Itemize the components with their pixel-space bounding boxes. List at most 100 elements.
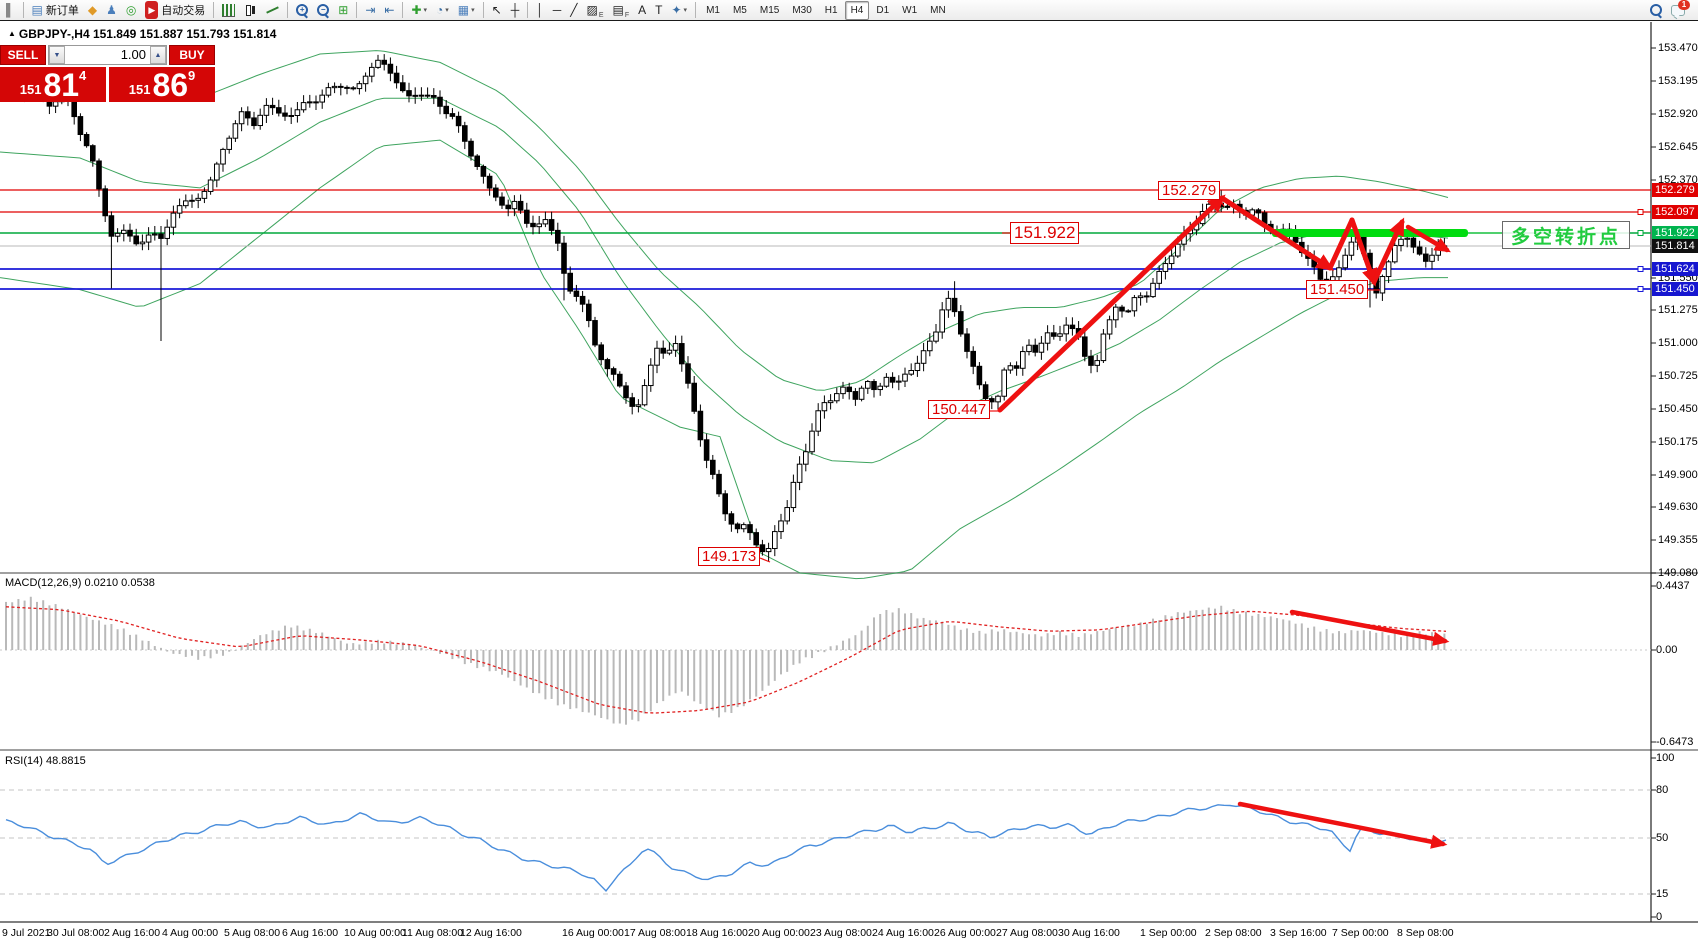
search-icon[interactable] — [1646, 0, 1666, 20]
price-axis-tick: 152.645 — [1658, 141, 1698, 153]
fibonacci-button[interactable]: ▤ F — [612, 3, 630, 19]
time-axis-label: 10 Aug 00:00 — [344, 927, 406, 939]
trend-zigzag-arrow — [1219, 195, 1335, 271]
price-axis-tick: 149.900 — [1658, 469, 1698, 481]
market-watch-icon[interactable]: ◆ — [87, 3, 98, 17]
toolbar-separator — [695, 2, 697, 18]
crosshair-button[interactable]: ┼ — [510, 3, 520, 17]
timeframe-m30-button[interactable]: M30 — [792, 4, 812, 16]
text-label-button[interactable]: T — [655, 3, 663, 17]
time-axis-label: 1 Sep 00:00 — [1140, 927, 1197, 939]
notifications-icon[interactable]: 1 — [1667, 0, 1690, 20]
timeframe-m5-button[interactable]: M5 — [732, 4, 747, 16]
auto-trading-button[interactable]: ▶ 自动交易 — [141, 0, 209, 20]
bollinger-lower — [0, 139, 1448, 580]
time-axis-label: 30 Jul 08:00 — [47, 927, 105, 939]
timeframe-mn-button[interactable]: MN — [930, 4, 946, 16]
annotation-price-label-152.279[interactable]: 152.279 — [1158, 181, 1221, 201]
chart-title: ▲ GBPJPY-,H4 151.849 151.887 151.793 151.… — [8, 27, 277, 41]
line-chart-button[interactable] — [262, 0, 283, 20]
time-axis-label: 16 Aug 00:00 — [562, 927, 624, 939]
timeframe-d1-button[interactable]: D1 — [876, 4, 890, 16]
time-axis-label: 3 Sep 16:00 — [1270, 927, 1327, 939]
accounts-icon[interactable]: ♟ — [106, 3, 117, 17]
signals-icon[interactable]: ◎ — [125, 3, 137, 17]
text-button[interactable]: A — [638, 3, 647, 17]
macd-trend-arrow — [1289, 609, 1450, 646]
time-axis-label: 30 Aug 16:00 — [1058, 927, 1120, 939]
bar-chart-button[interactable] — [218, 0, 239, 20]
trend-zigzag-arrow — [1327, 217, 1355, 271]
volume-input[interactable]: 1.00 — [120, 47, 146, 62]
sell-price[interactable]: 151 81 4 — [0, 67, 106, 102]
volume-decrease-button[interactable]: ▼ — [49, 46, 65, 64]
rsi-label: RSI(14) 48.8815 — [5, 755, 86, 767]
price-axis-tick: 153.195 — [1658, 75, 1698, 87]
time-axis-label: 5 Aug 08:00 — [224, 927, 281, 939]
zoom-in-button[interactable]: + — [292, 0, 312, 20]
timeframe-h4-button[interactable]: H4 — [844, 0, 870, 20]
time-axis-label: 24 Aug 16:00 — [872, 927, 934, 939]
price-axis-tick: 149.355 — [1658, 534, 1698, 546]
time-axis-label: 12 Aug 16:00 — [460, 927, 522, 939]
add-indicator-button[interactable]: ✚ ▾ — [411, 3, 428, 17]
price-tag-151.624: 151.624 — [1652, 262, 1698, 276]
candlestick-chart-button[interactable] — [240, 0, 261, 20]
volume-stepper: ▼ 1.00 ▲ — [48, 45, 167, 65]
one-click-trading-panel: SELL ▼ 1.00 ▲ BUY 151 81 4 151 86 9 — [0, 45, 215, 102]
timeframe-m1-button[interactable]: M1 — [706, 4, 720, 16]
chart-shift-button[interactable]: ⇤ — [384, 3, 395, 17]
time-axis-label: 11 Aug 08:00 — [402, 927, 464, 939]
sell-button[interactable]: SELL — [0, 45, 46, 65]
channel-button[interactable]: ▨ E — [586, 3, 604, 19]
vertical-line-button[interactable]: │ — [536, 3, 544, 17]
toolbar-separator — [22, 2, 24, 18]
small-forecast-arrow — [1405, 224, 1451, 253]
rsi-scale-tick: 80 — [1656, 784, 1669, 796]
time-axis-label: 6 Aug 16:00 — [282, 927, 339, 939]
auto-scroll-button[interactable]: ⇥ — [365, 3, 376, 17]
buy-button[interactable]: BUY — [169, 45, 215, 65]
templates-button[interactable]: ▦ ▾ — [457, 3, 475, 17]
shapes-button[interactable]: ✦ ▾ — [671, 3, 688, 17]
macd-scale-tick: 0.4437 — [1656, 580, 1690, 592]
timeframe-h1-button[interactable]: H1 — [824, 4, 838, 16]
timeframe-w1-button[interactable]: W1 — [902, 4, 918, 16]
buy-price-pip: 9 — [188, 68, 196, 83]
zoom-out-button[interactable]: − — [313, 0, 333, 20]
price-axis-tick: 150.175 — [1658, 436, 1698, 448]
new-order-button[interactable]: ▤ 新订单 — [31, 3, 79, 17]
tile-windows-button[interactable]: ⊞ — [338, 3, 349, 17]
time-axis-label: 23 Aug 08:00 — [810, 927, 872, 939]
time-axis-label: 26 Aug 00:00 — [934, 927, 996, 939]
volume-increase-button[interactable]: ▲ — [150, 46, 166, 64]
buy-price-base: 151 — [128, 82, 151, 97]
price-tag-152.279: 152.279 — [1652, 183, 1698, 197]
horizontal-line-button[interactable]: ─ — [552, 3, 562, 17]
annotation-price-label-149.173[interactable]: 149.173 — [698, 547, 761, 567]
timeframe-m15-button[interactable]: M15 — [759, 4, 780, 16]
price-axis-tick: 149.080 — [1658, 567, 1698, 579]
price-tag-151.814: 151.814 — [1652, 239, 1698, 253]
rsi-trend-arrow — [1237, 801, 1448, 849]
bollinger-upper — [0, 50, 1449, 391]
annotation-price-label-150.447[interactable]: 150.447 — [928, 400, 991, 420]
bull-bear-turning-point-note[interactable]: 多空转折点 — [1502, 221, 1630, 249]
rsi-scale-tick: 0 — [1656, 911, 1663, 923]
buy-price-main: 86 — [152, 67, 189, 103]
periods-button[interactable]: ◔ ▾ — [436, 3, 449, 17]
time-axis-label: 17 Aug 08:00 — [624, 927, 686, 939]
annotation-price-label-151.922[interactable]: 151.922 — [1010, 222, 1080, 244]
bollinger-bands — [0, 50, 1449, 580]
price-axis-tick: 152.920 — [1658, 108, 1698, 120]
cursor-button[interactable]: ↖ — [491, 3, 502, 17]
analysis-annotations[interactable] — [759, 194, 1502, 849]
price-axis-tick: 151.000 — [1658, 337, 1698, 349]
trendline-button[interactable]: ╱ — [570, 3, 578, 17]
annotation-price-label-151.450[interactable]: 151.450 — [1306, 280, 1369, 300]
macd-scale-tick: -0.6473 — [1656, 736, 1694, 748]
buy-price[interactable]: 151 86 9 — [109, 67, 215, 102]
rsi-scale-tick: 50 — [1656, 832, 1669, 844]
sell-price-main: 81 — [43, 67, 80, 103]
notification-badge: 1 — [1678, 0, 1690, 10]
